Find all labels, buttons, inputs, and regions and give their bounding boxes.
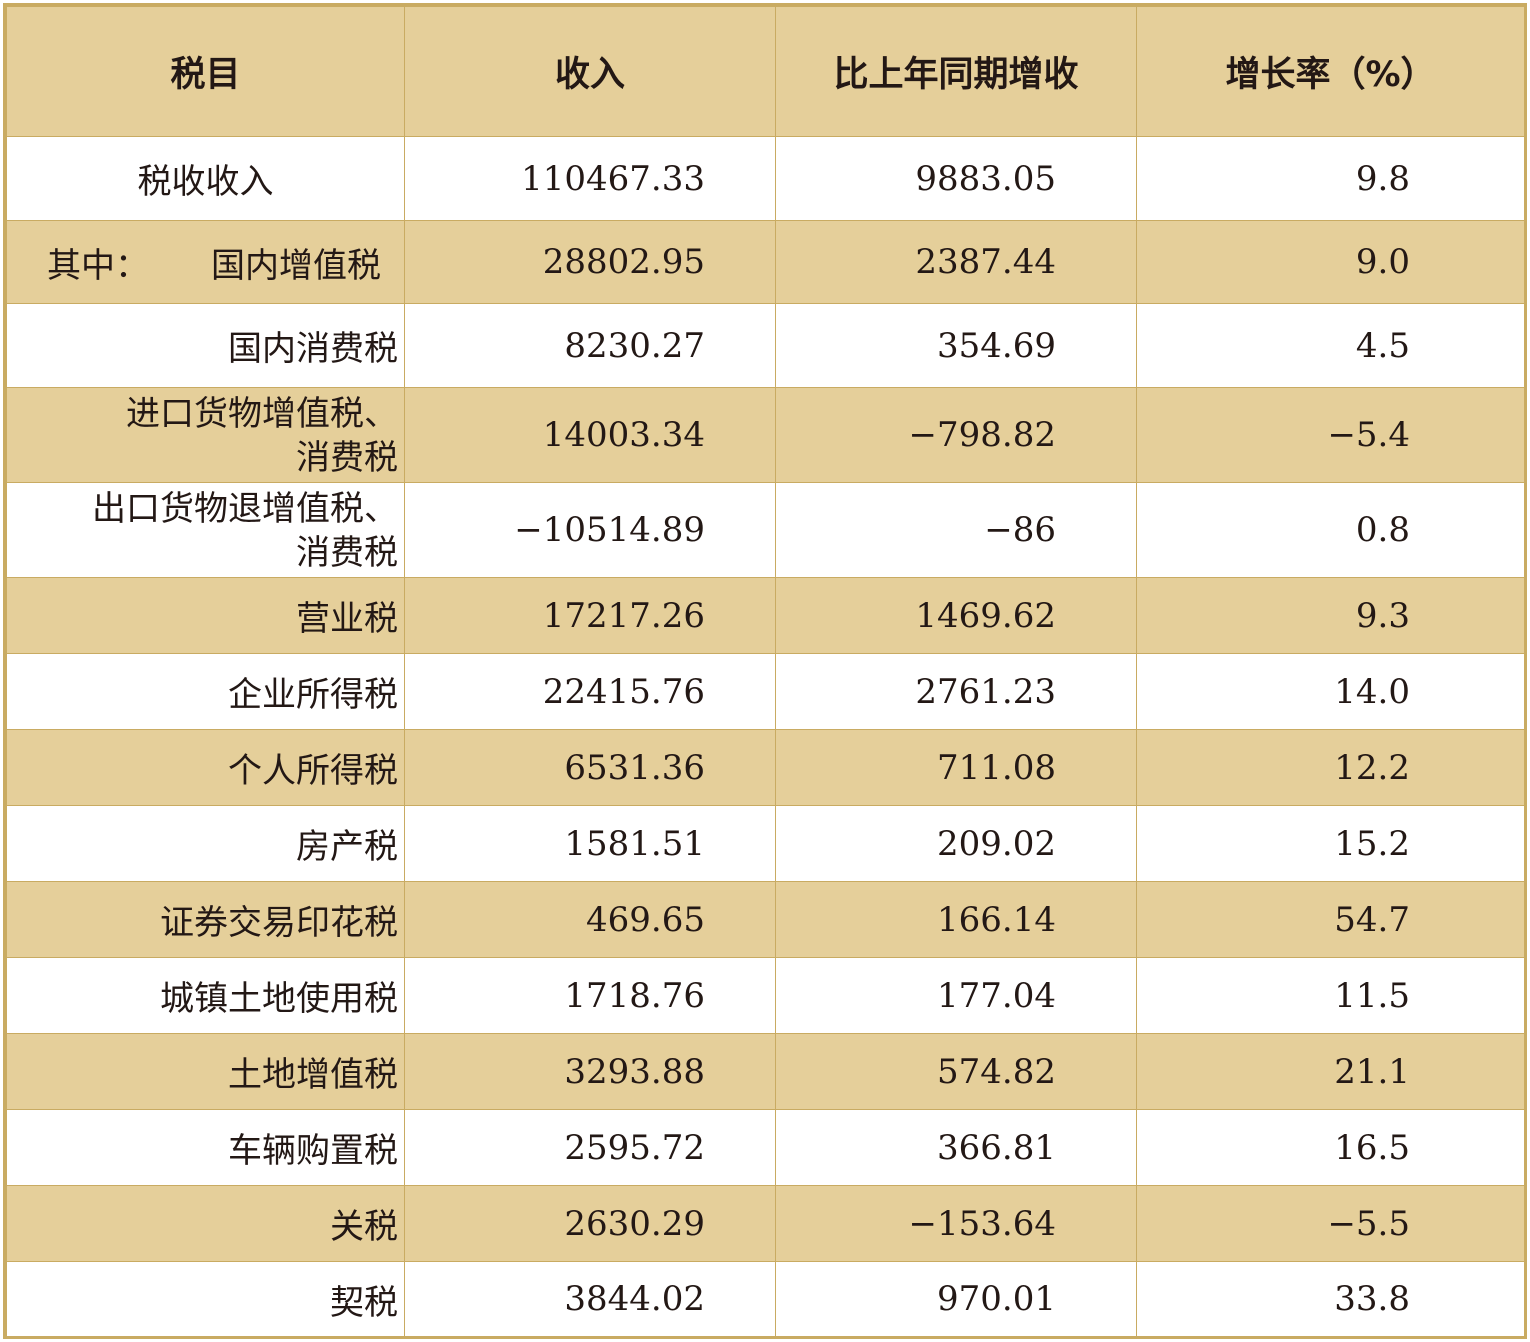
row-tax-item: 其中： 国内增值税 (6, 220, 405, 304)
row-tax-item: 房产税 (6, 805, 405, 882)
row-growth-rate: 16.5 (1136, 1109, 1525, 1186)
row-tax-item: 税收收入 (6, 136, 405, 221)
row-growth-rate: 4.5 (1136, 303, 1525, 388)
row-income: 17217.26 (404, 577, 776, 654)
row-increase: 209.02 (775, 805, 1137, 882)
header-tax-item: 税目 (6, 6, 405, 137)
row-growth-rate: 11.5 (1136, 957, 1525, 1034)
row-tax-item: 城镇土地使用税 (6, 957, 405, 1034)
table-row: 企业所得税 22415.76 2761.23 14.0 (6, 653, 1525, 730)
table-row: 税收收入 110467.33 9883.05 9.8 (6, 136, 1525, 221)
row-income: 110467.33 (404, 136, 776, 221)
row-tax-item: 企业所得税 (6, 653, 405, 730)
table-row: 证券交易印花税 469.65 166.14 54.7 (6, 881, 1525, 958)
row-growth-rate: 14.0 (1136, 653, 1525, 730)
row-tax-item: 个人所得税 (6, 729, 405, 806)
row-tax-item-line1: 进口货物增值税、 (126, 393, 398, 434)
row-income: 14003.34 (404, 387, 776, 483)
table-row: 营业税 17217.26 1469.62 9.3 (6, 577, 1525, 654)
row-growth-rate: 21.1 (1136, 1033, 1525, 1110)
tax-revenue-table-frame: 税目 收入 比上年同期增收 增长率（%） 税收收入 110467.33 9883… (3, 3, 1527, 1339)
row-income: 3293.88 (404, 1033, 776, 1110)
row-increase: 2761.23 (775, 653, 1137, 730)
row-increase: 2387.44 (775, 220, 1137, 304)
table-row: 个人所得税 6531.36 711.08 12.2 (6, 729, 1525, 806)
row-growth-rate: 0.8 (1136, 482, 1525, 578)
row-tax-item: 契税 (6, 1261, 405, 1337)
row-growth-rate: −5.5 (1136, 1185, 1525, 1262)
row-income: 2595.72 (404, 1109, 776, 1186)
header-growth-rate: 增长率（%） (1136, 6, 1525, 137)
row-increase: −153.64 (775, 1185, 1137, 1262)
row-increase: 574.82 (775, 1033, 1137, 1110)
row-tax-item: 土地增值税 (6, 1033, 405, 1110)
row-increase: 9883.05 (775, 136, 1137, 221)
row-growth-rate: 54.7 (1136, 881, 1525, 958)
row-increase: 366.81 (775, 1109, 1137, 1186)
row-income: −10514.89 (404, 482, 776, 578)
row-income: 6531.36 (404, 729, 776, 806)
row-tax-item: 营业税 (6, 577, 405, 654)
row-growth-rate: 15.2 (1136, 805, 1525, 882)
table-row: 进口货物增值税、 消费税 14003.34 −798.82 −5.4 (6, 387, 1525, 483)
table-row: 关税 2630.29 −153.64 −5.5 (6, 1185, 1525, 1262)
header-yoy-increase: 比上年同期增收 (775, 6, 1137, 137)
row-increase: −86 (775, 482, 1137, 578)
table-row: 城镇土地使用税 1718.76 177.04 11.5 (6, 957, 1525, 1034)
row-income: 1718.76 (404, 957, 776, 1034)
row-growth-rate: −5.4 (1136, 387, 1525, 483)
row-income: 2630.29 (404, 1185, 776, 1262)
row-tax-item-line2: 消费税 (296, 533, 398, 573)
row-income: 28802.95 (404, 220, 776, 304)
row-tax-item: 进口货物增值税、 消费税 (6, 387, 405, 483)
row-prefix: 其中： (47, 245, 149, 286)
row-tax-item: 车辆购置税 (6, 1109, 405, 1186)
row-income: 8230.27 (404, 303, 776, 388)
row-increase: 166.14 (775, 881, 1137, 958)
table-row: 土地增值税 3293.88 574.82 21.1 (6, 1033, 1525, 1110)
row-income: 469.65 (404, 881, 776, 958)
row-income: 1581.51 (404, 805, 776, 882)
row-tax-item: 出口货物退增值税、 消费税 (6, 482, 405, 578)
table-row: 房产税 1581.51 209.02 15.2 (6, 805, 1525, 882)
row-increase: −798.82 (775, 387, 1137, 483)
row-income: 3844.02 (404, 1261, 776, 1337)
row-tax-item-line2: 消费税 (296, 438, 398, 478)
table-row: 契税 3844.02 970.01 33.8 (6, 1261, 1525, 1337)
row-growth-rate: 9.0 (1136, 220, 1525, 304)
row-tax-item-label: 国内增值税 (211, 245, 381, 286)
row-increase: 354.69 (775, 303, 1137, 388)
header-row: 税目 收入 比上年同期增收 增长率（%） (6, 6, 1525, 137)
row-growth-rate: 9.8 (1136, 136, 1525, 221)
row-growth-rate: 9.3 (1136, 577, 1525, 654)
row-tax-item-line1: 出口货物退增值税、 (92, 488, 398, 529)
table-row: 车辆购置税 2595.72 366.81 16.5 (6, 1109, 1525, 1186)
table-row: 国内消费税 8230.27 354.69 4.5 (6, 303, 1525, 388)
tax-revenue-table: 税目 收入 比上年同期增收 增长率（%） 税收收入 110467.33 9883… (6, 6, 1525, 1337)
row-growth-rate: 33.8 (1136, 1261, 1525, 1337)
row-increase: 970.01 (775, 1261, 1137, 1337)
row-tax-item: 国内消费税 (6, 303, 405, 388)
table-row: 其中： 国内增值税 28802.95 2387.44 9.0 (6, 220, 1525, 304)
header-income: 收入 (404, 6, 776, 137)
row-income: 22415.76 (404, 653, 776, 730)
row-increase: 1469.62 (775, 577, 1137, 654)
table-row: 出口货物退增值税、 消费税 −10514.89 −86 0.8 (6, 482, 1525, 578)
row-tax-item: 证券交易印花税 (6, 881, 405, 958)
row-increase: 177.04 (775, 957, 1137, 1034)
row-increase: 711.08 (775, 729, 1137, 806)
row-tax-item: 关税 (6, 1185, 405, 1262)
row-growth-rate: 12.2 (1136, 729, 1525, 806)
